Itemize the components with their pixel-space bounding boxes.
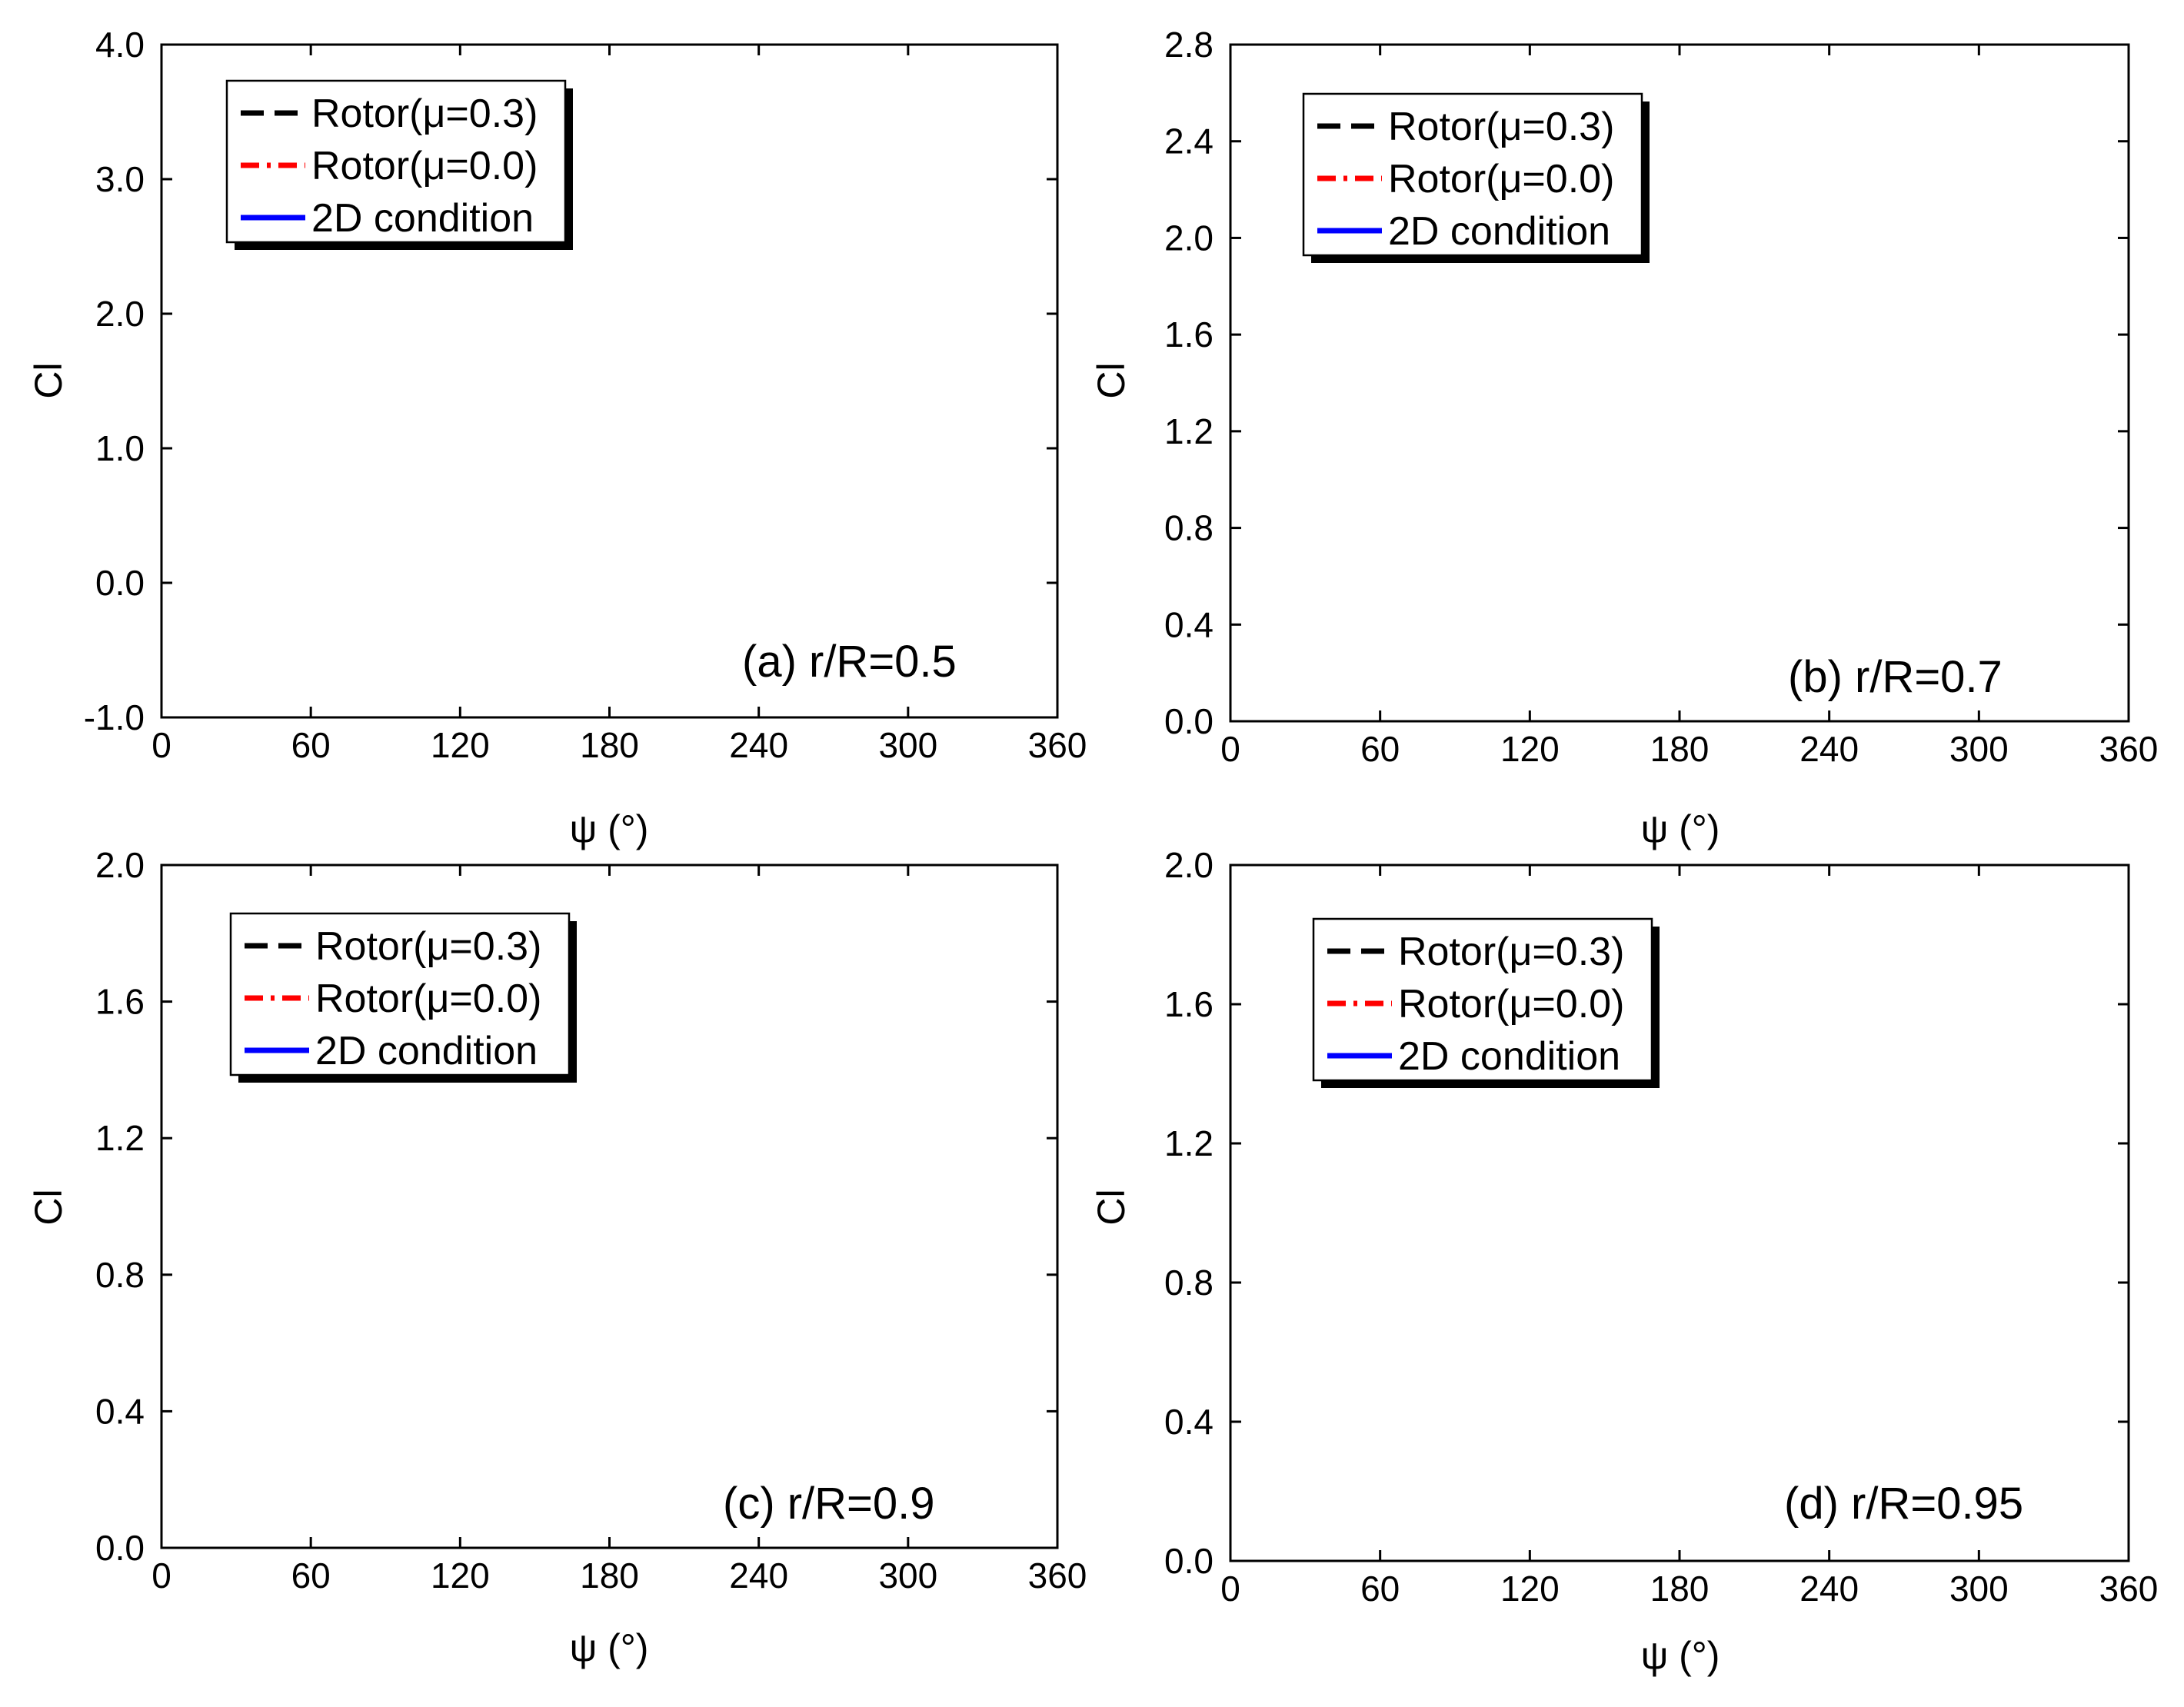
legend-label: 2D condition xyxy=(1398,1034,1620,1079)
y-tick-label: 1.6 xyxy=(1164,984,1214,1024)
x-tick-label: 240 xyxy=(1799,1569,1859,1609)
panel-label: (d) r/R=0.95 xyxy=(1784,1479,2023,1529)
x-axis-label: ψ (°) xyxy=(570,1626,649,1669)
ticks: 0 60 120 180 240 300 360 -1.0 0.0 1.0 2.0 3.0 4.0 xyxy=(84,25,1087,765)
y-tick-label: 0.4 xyxy=(1164,1402,1214,1442)
legend-label: Rotor(μ=0.0) xyxy=(1388,157,1614,201)
x-axis-label: ψ (°) xyxy=(1641,1634,1720,1677)
x-tick-label: 240 xyxy=(1799,729,1859,769)
y-tick-label: 3.0 xyxy=(95,159,145,199)
ticks: 0 60 120 180 240 300 360 0.0 0.4 0.8 1.2 1.6 2.0 2.4 2… xyxy=(1164,25,2158,769)
panel-label: (a) r/R=0.5 xyxy=(742,637,957,687)
y-tick-label: 1.6 xyxy=(95,982,145,1022)
y-tick-label: 0.0 xyxy=(95,563,145,603)
y-axis-label: Cl xyxy=(1090,1189,1133,1225)
legend: Rotor(μ=0.3) Rotor(μ=0.0) 2D condition xyxy=(225,79,573,250)
y-axis-label: Cl xyxy=(1090,362,1133,398)
panel-a: 0 60 120 180 240 300 360 -1.0 0.0 1.0 2.0 3.0 4.0 Cl ψ… xyxy=(27,25,1087,850)
y-tick-label: 0.8 xyxy=(1164,508,1214,548)
panel-c: 0 60 120 180 240 300 360 0.0 0.4 0.8 1.2 1.6 2.0 Cl ψ … xyxy=(27,845,1087,1669)
x-tick-label: 60 xyxy=(1360,1569,1400,1609)
panel-b: 0 60 120 180 240 300 360 0.0 0.4 0.8 1.2 1.6 2.0 2.4 2… xyxy=(1090,25,2158,850)
legend-label: Rotor(μ=0.0) xyxy=(315,977,541,1021)
x-tick-label: 360 xyxy=(1028,1556,1087,1596)
legend-label: Rotor(μ=0.3) xyxy=(1388,105,1614,149)
x-tick-label: 60 xyxy=(291,1556,331,1596)
y-tick-label: 1.6 xyxy=(1164,314,1214,354)
y-tick-label: 0.0 xyxy=(1164,701,1214,741)
legend-label: Rotor(μ=0.3) xyxy=(315,924,541,969)
y-tick-label: 1.2 xyxy=(1164,1123,1214,1163)
x-tick-label: 120 xyxy=(431,725,490,765)
y-tick-label: 0.8 xyxy=(1164,1263,1214,1303)
legend-label: Rotor(μ=0.3) xyxy=(1398,930,1624,974)
y-tick-label: -1.0 xyxy=(84,697,145,737)
panel-label: (c) r/R=0.9 xyxy=(723,1479,935,1529)
x-tick-label: 60 xyxy=(1360,729,1400,769)
x-tick-label: 300 xyxy=(1949,1569,2009,1609)
x-tick-label: 300 xyxy=(1949,729,2009,769)
x-tick-label: 180 xyxy=(1650,729,1710,769)
y-tick-label: 2.0 xyxy=(95,294,145,334)
y-tick-label: 0.0 xyxy=(1164,1541,1214,1581)
y-axis-label: Cl xyxy=(27,1189,70,1225)
legend-label: 2D condition xyxy=(1388,209,1610,254)
panel-d: 0 60 120 180 240 300 360 0.0 0.4 0.8 1.2 1.6 2.0 Cl ψ … xyxy=(1090,845,2158,1677)
x-tick-label: 120 xyxy=(1500,1569,1560,1609)
x-tick-label: 120 xyxy=(1500,729,1560,769)
y-tick-label: 1.2 xyxy=(1164,411,1214,451)
x-tick-label: 60 xyxy=(291,725,331,765)
legend-label: 2D condition xyxy=(311,196,534,241)
x-tick-label: 0 xyxy=(151,725,171,765)
y-tick-label: 2.8 xyxy=(1164,25,1214,65)
ticks: 0 60 120 180 240 300 360 0.0 0.4 0.8 1.2 1.6 2.0 xyxy=(95,845,1087,1596)
x-tick-label: 300 xyxy=(878,725,937,765)
legend: Rotor(μ=0.3) Rotor(μ=0.0) 2D condition xyxy=(1312,917,1660,1088)
y-tick-label: 2.0 xyxy=(95,845,145,885)
legend-label: Rotor(μ=0.0) xyxy=(1398,982,1624,1027)
legend: Rotor(μ=0.3) Rotor(μ=0.0) 2D condition xyxy=(1302,92,1650,263)
legend-label: Rotor(μ=0.0) xyxy=(311,144,538,188)
x-axis-label: ψ (°) xyxy=(1641,807,1720,850)
legend-label: 2D condition xyxy=(315,1029,538,1073)
x-tick-label: 0 xyxy=(1220,1569,1240,1609)
x-tick-label: 360 xyxy=(2099,729,2159,769)
legend-label: Rotor(μ=0.3) xyxy=(311,92,538,136)
y-tick-label: 2.4 xyxy=(1164,121,1214,161)
y-tick-label: 1.0 xyxy=(95,428,145,468)
x-tick-label: 360 xyxy=(1028,725,1087,765)
panel-label: (b) r/R=0.7 xyxy=(1788,652,2003,702)
x-tick-label: 180 xyxy=(580,1556,639,1596)
y-tick-label: 2.0 xyxy=(1164,845,1214,885)
x-tick-label: 300 xyxy=(878,1556,937,1596)
y-tick-label: 4.0 xyxy=(95,25,145,65)
x-tick-label: 240 xyxy=(729,725,788,765)
x-tick-label: 0 xyxy=(1220,729,1240,769)
y-tick-label: 1.2 xyxy=(95,1118,145,1158)
x-axis-label: ψ (°) xyxy=(570,807,649,850)
x-tick-label: 180 xyxy=(580,725,639,765)
legend: Rotor(μ=0.3) Rotor(μ=0.0) 2D condition xyxy=(229,912,577,1083)
x-tick-label: 180 xyxy=(1650,1569,1710,1609)
y-axis-label: Cl xyxy=(27,362,70,398)
x-tick-label: 0 xyxy=(151,1556,171,1596)
y-tick-label: 0.0 xyxy=(95,1528,145,1568)
x-tick-label: 240 xyxy=(729,1556,788,1596)
x-tick-label: 120 xyxy=(431,1556,490,1596)
ticks: 0 60 120 180 240 300 360 0.0 0.4 0.8 1.2 1.6 2.0 xyxy=(1164,845,2158,1609)
x-tick-label: 360 xyxy=(2099,1569,2159,1609)
y-tick-label: 0.8 xyxy=(95,1255,145,1295)
y-tick-label: 2.0 xyxy=(1164,218,1214,258)
y-tick-label: 0.4 xyxy=(95,1391,145,1431)
y-tick-label: 0.4 xyxy=(1164,604,1214,644)
